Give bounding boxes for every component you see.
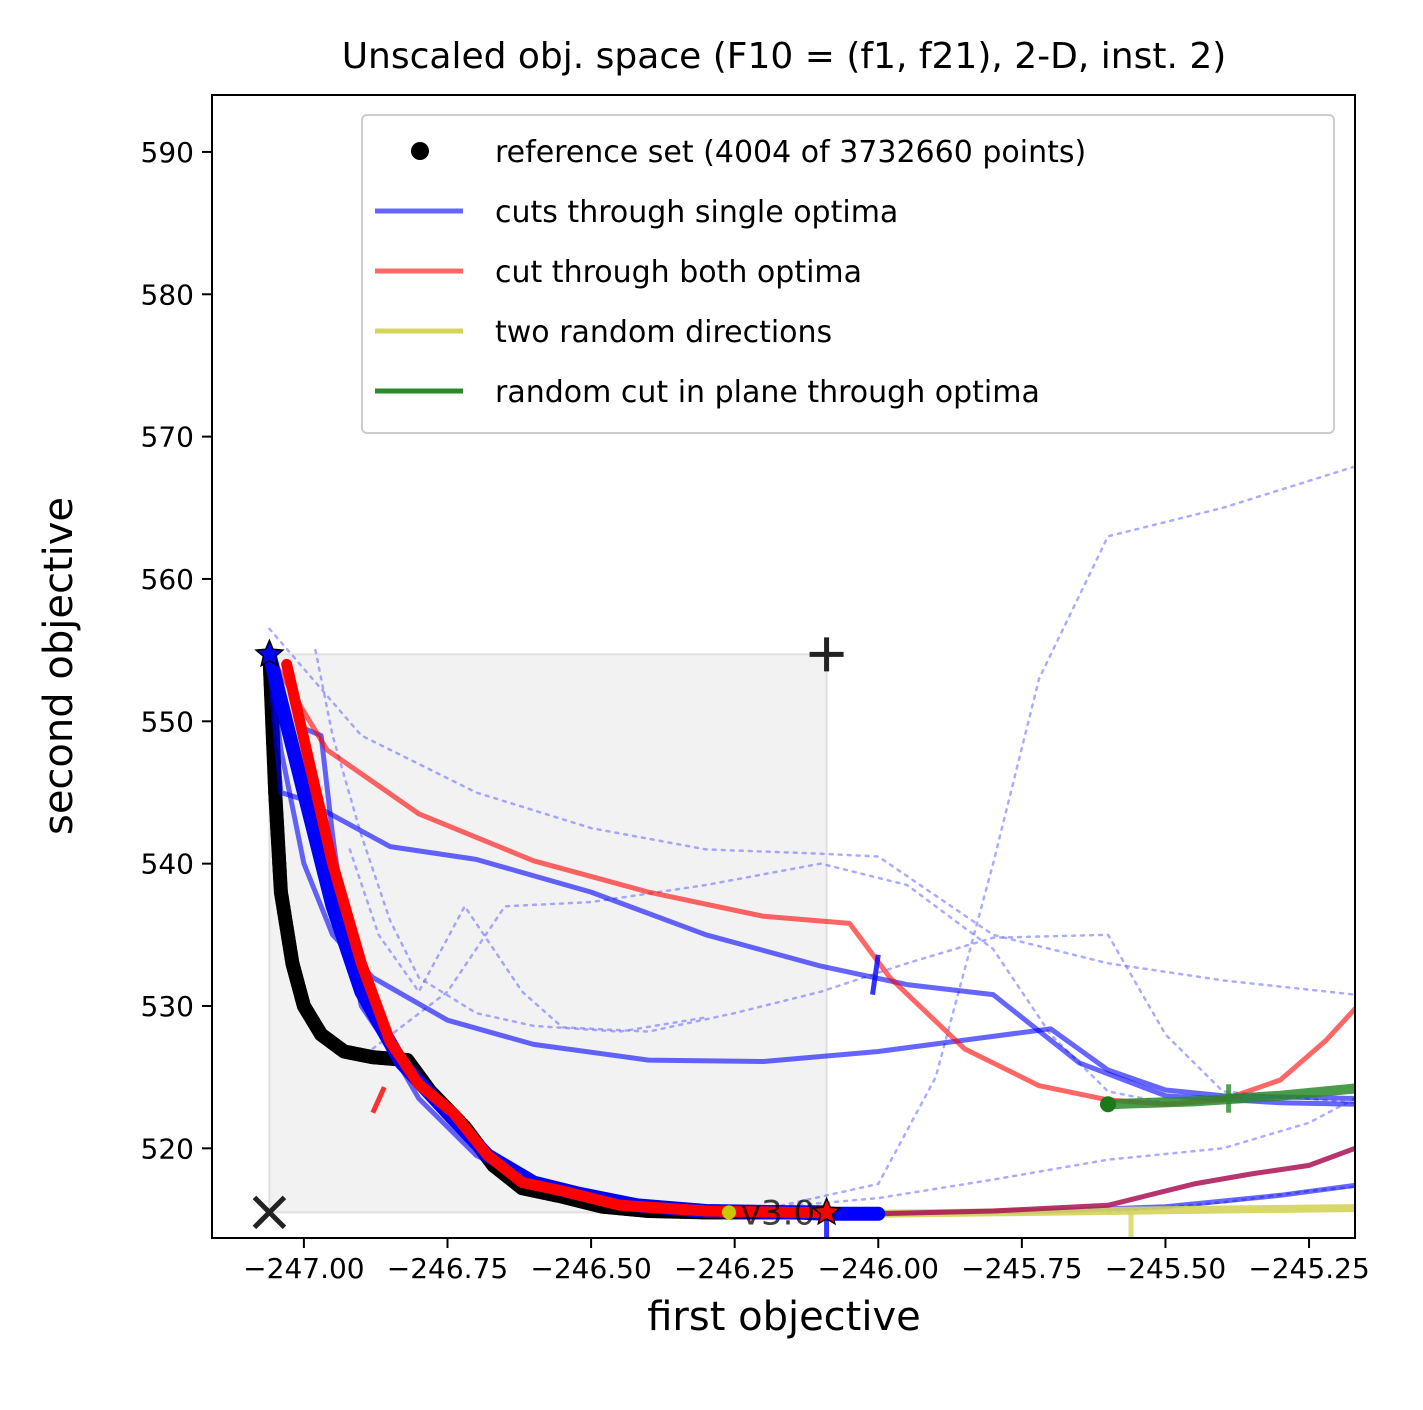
ideal-point-marker [252, 1195, 287, 1230]
random-point-marker [721, 1205, 736, 1220]
y-axis-label: second objective [36, 497, 82, 835]
x-tick-label: −245.50 [1105, 1252, 1226, 1285]
x-tick-label: −246.75 [387, 1252, 508, 1285]
series-dotted-15 [314, 648, 708, 1033]
series-dotted-10 [268, 627, 1355, 996]
version-annotation: v3.0 [741, 1193, 815, 1233]
legend-marker-dot [411, 142, 429, 160]
y-tick-label: 540 [141, 848, 194, 881]
x-tick-label: −246.50 [530, 1252, 651, 1285]
y-tick-label: 570 [141, 421, 194, 454]
x-tick-label: −246.25 [674, 1252, 795, 1285]
y-tick-label: 560 [141, 563, 194, 596]
legend-label: random cut in plane through optima [495, 375, 1040, 410]
chart-title: Unscaled obj. space (F10 = (f1, f21), 2-… [342, 36, 1227, 77]
x-tick-label: −247.00 [243, 1252, 364, 1285]
optimum-2-marker [811, 1196, 842, 1226]
series-random-plane-cut-7 [875, 1145, 1355, 1217]
y-axis: 520 530 540 550 560 570 580 590 [141, 136, 212, 1165]
x-tick-label: −245.75 [961, 1252, 1082, 1285]
legend-box [361, 114, 1335, 434]
y-tick-label: 580 [141, 278, 194, 311]
series-random-plane-cut-9 [1103, 1083, 1355, 1110]
plane-cut-start-dot [1100, 1096, 1117, 1113]
x-tick-label: −246.00 [818, 1252, 939, 1285]
series-dotted-14 [762, 465, 1355, 1211]
y-tick-label: 520 [141, 1132, 194, 1165]
series-both-cut-bold-6 [281, 658, 833, 1218]
optimum-1-marker [254, 638, 285, 668]
legend-label: cut through both optima [495, 255, 862, 290]
y-tick-label: 550 [141, 705, 194, 738]
nadir-point-marker [809, 637, 844, 672]
series-both-cut-5 [266, 651, 1355, 1107]
x-tick-label: −245.25 [1248, 1252, 1369, 1285]
x-axis-label: first objective [647, 1294, 921, 1340]
series-dotted-13 [762, 1097, 1355, 1210]
y-tick-label: 590 [141, 136, 194, 169]
legend-label: cuts through single optima [495, 195, 898, 230]
series-dotted-12 [371, 862, 1167, 1105]
plot-area: v3.0 [252, 465, 1355, 1238]
cut-tick-2 [370, 1086, 387, 1114]
series-single-cut-1 [266, 654, 1355, 1101]
legend-label: two random directions [495, 315, 832, 350]
legend-label: reference set (4004 of 3732660 points) [495, 135, 1086, 170]
legend: reference set (4004 of 3732660 points) cu… [361, 114, 1335, 434]
series-dotted-11 [348, 848, 1355, 1105]
dominated-region [268, 653, 828, 1214]
x-axis: −247.00 −246.75 −246.50 −246.25 −246.00 −245.… [243, 1238, 1370, 1285]
cut-tick-0 [870, 954, 881, 995]
y-tick-label: 530 [141, 990, 194, 1023]
plot-frame [211, 94, 1356, 1239]
